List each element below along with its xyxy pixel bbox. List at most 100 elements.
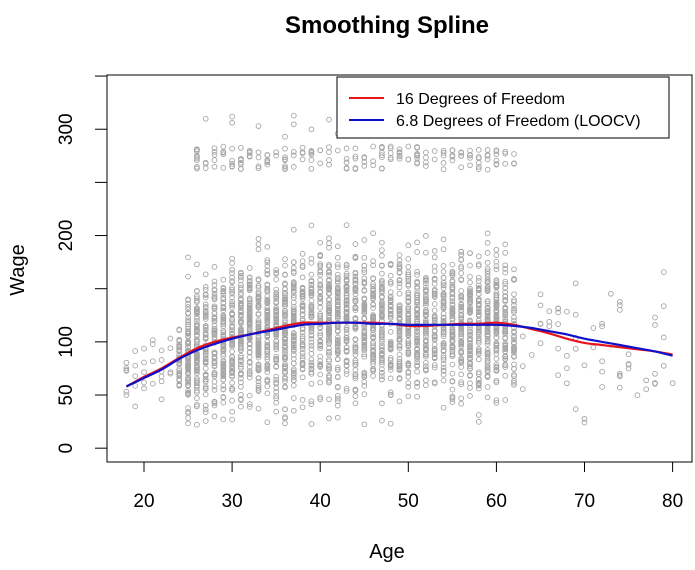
data-point	[440, 343, 447, 350]
data-point	[581, 416, 588, 422]
data-point	[458, 263, 465, 270]
data-point	[255, 388, 262, 394]
data-point	[264, 377, 271, 384]
data-point	[405, 269, 412, 276]
data-point	[502, 281, 509, 287]
data-point	[211, 152, 218, 158]
data-point	[484, 265, 491, 272]
data-point	[343, 222, 350, 228]
data-point	[458, 333, 465, 340]
data-point	[334, 299, 341, 306]
data-point	[370, 354, 376, 360]
data-point	[493, 291, 500, 298]
data-point	[290, 308, 297, 314]
data-point	[493, 347, 500, 354]
data-point	[484, 271, 491, 277]
data-point	[255, 304, 262, 311]
data-point	[185, 254, 191, 261]
data-point	[290, 281, 297, 288]
data-point	[352, 253, 359, 260]
data-point	[202, 316, 209, 322]
data-point	[334, 340, 341, 347]
data-point	[229, 260, 235, 266]
data-point	[564, 308, 570, 315]
data-point	[352, 386, 359, 393]
data-point	[414, 362, 420, 369]
data-point	[255, 378, 262, 385]
data-point	[379, 326, 385, 333]
legend-entry-16-df: 16 Degrees of Freedom	[396, 91, 565, 108]
data-point	[317, 379, 324, 386]
data-point	[396, 358, 403, 365]
data-point	[379, 154, 385, 161]
data-point	[211, 387, 218, 393]
data-point	[511, 336, 517, 343]
data-point	[405, 331, 412, 338]
data-point	[484, 314, 491, 321]
data-point	[449, 261, 456, 268]
data-point	[405, 271, 412, 278]
data-point	[264, 365, 271, 372]
data-point	[396, 270, 403, 276]
data-point	[308, 297, 315, 304]
data-point	[317, 325, 324, 331]
data-point	[449, 147, 456, 153]
data-point	[396, 345, 403, 352]
data-point	[511, 347, 517, 354]
data-point	[290, 310, 297, 317]
data-point	[370, 158, 376, 165]
legend: 16 Degrees of Freedom 6.8 Degrees of Fre…	[336, 76, 670, 139]
data-point	[317, 338, 324, 345]
data-point	[229, 357, 235, 363]
data-point	[202, 334, 209, 341]
data-point	[484, 365, 491, 372]
data-point	[396, 332, 403, 339]
data-point	[282, 133, 288, 140]
data-point	[502, 373, 509, 379]
data-point	[458, 337, 465, 344]
data-point	[158, 396, 165, 403]
data-point	[423, 377, 429, 384]
data-point	[299, 251, 306, 257]
data-point	[264, 354, 271, 360]
data-point	[352, 255, 359, 262]
data-point	[431, 336, 438, 343]
data-point	[431, 254, 438, 261]
data-point	[273, 311, 280, 318]
data-point	[599, 320, 605, 327]
data-point	[211, 371, 218, 377]
data-point	[211, 163, 218, 170]
data-point	[352, 359, 359, 366]
data-point	[326, 345, 332, 352]
data-point	[361, 155, 368, 161]
data-point	[387, 289, 394, 296]
data-point	[475, 166, 482, 172]
data-point	[290, 330, 297, 336]
data-point	[211, 413, 218, 420]
data-point	[185, 273, 191, 280]
data-point	[299, 397, 306, 403]
data-point	[123, 388, 130, 395]
data-point	[423, 274, 429, 281]
data-point	[352, 345, 359, 351]
data-point	[431, 148, 438, 154]
data-point	[229, 330, 235, 337]
data-point	[396, 277, 403, 284]
data-point	[387, 364, 394, 370]
data-point	[387, 391, 394, 398]
data-point	[370, 325, 376, 331]
data-point	[352, 286, 359, 293]
data-point	[246, 265, 253, 271]
data-point	[273, 408, 280, 415]
data-point	[273, 373, 280, 380]
data-point	[317, 147, 324, 154]
data-point	[211, 145, 218, 152]
data-point	[440, 150, 447, 156]
data-point	[379, 306, 385, 312]
data-point	[449, 295, 456, 302]
data-point	[211, 296, 218, 303]
data-point	[361, 159, 368, 165]
data-point	[334, 297, 341, 304]
data-point	[352, 307, 359, 314]
data-point	[290, 152, 297, 159]
